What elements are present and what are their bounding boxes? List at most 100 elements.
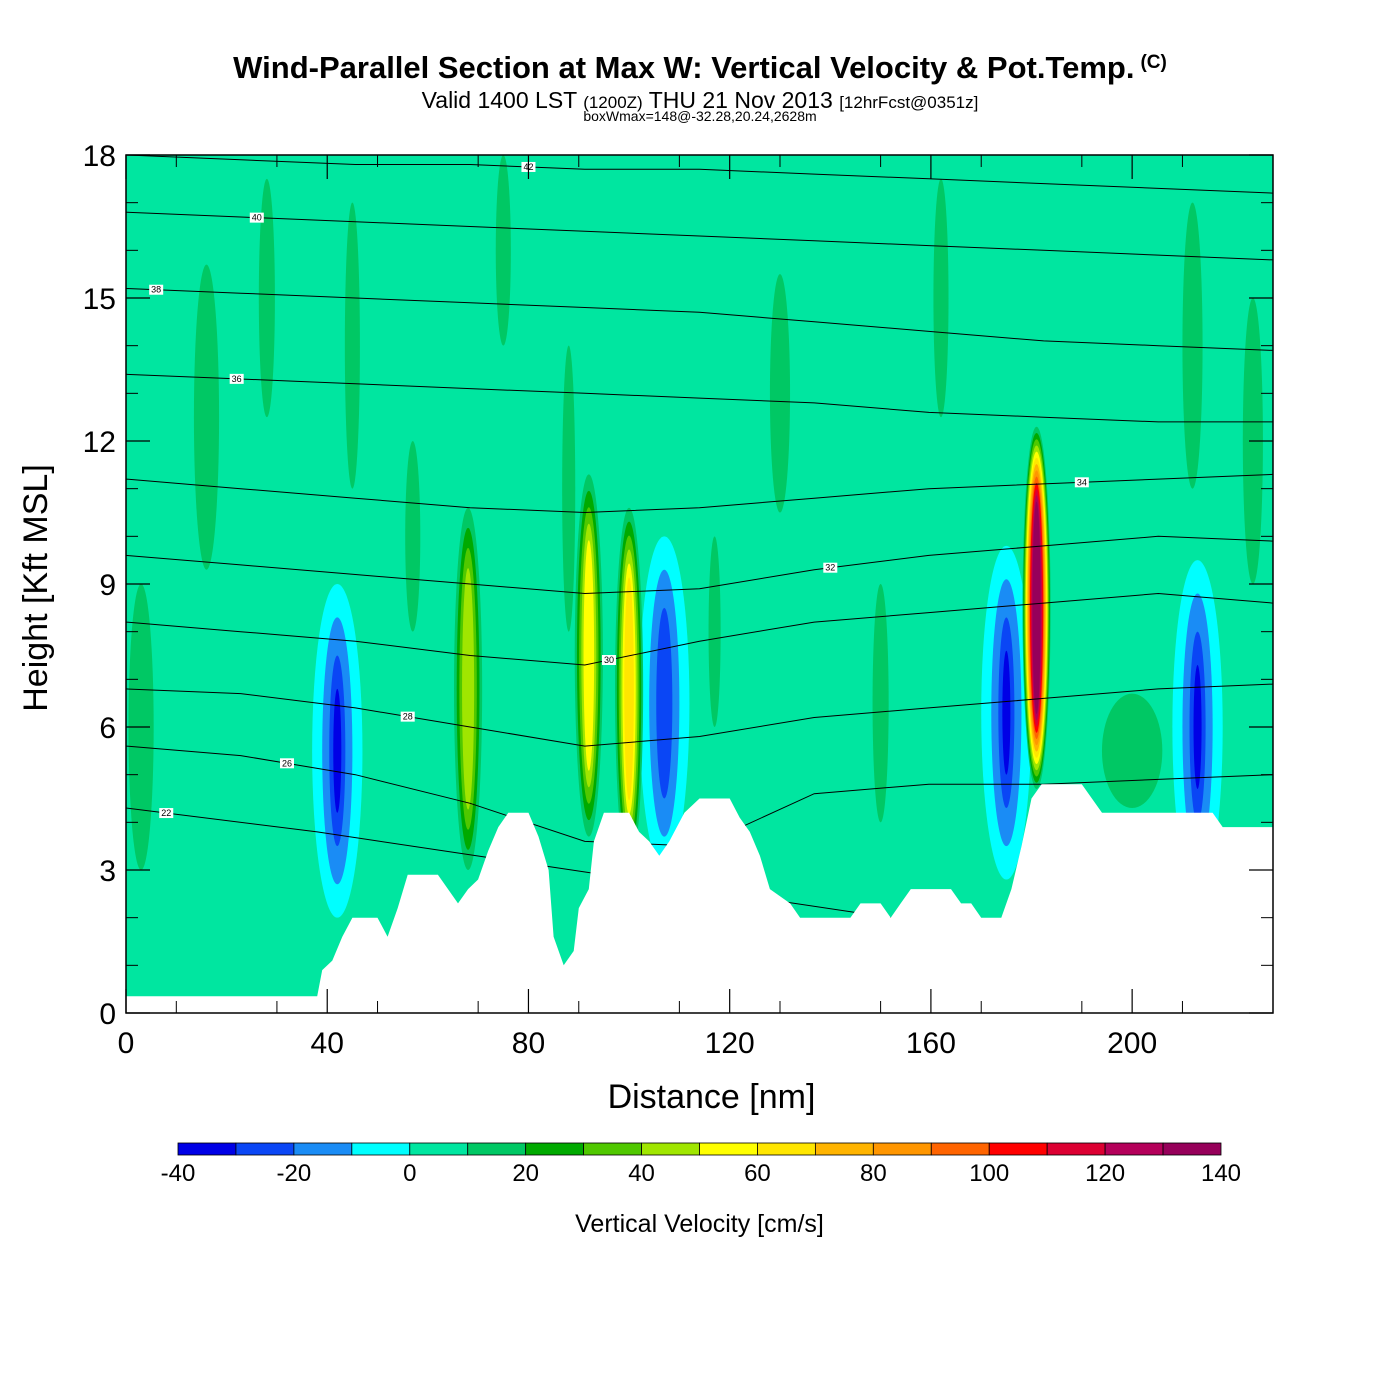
weak-updraft-band <box>1182 202 1203 489</box>
colorbar-swatch <box>177 1142 237 1156</box>
x-tick-label: 160 <box>906 1027 956 1060</box>
updraft-core <box>583 540 595 771</box>
copyright-mark: (C) <box>1140 52 1167 73</box>
forecast-info: [12hrFcst@0351z] <box>839 93 979 112</box>
contour-label: 36 <box>232 374 242 384</box>
colorbar-tick-label: -20 <box>277 1160 312 1187</box>
colorbar-swatch <box>872 1142 932 1156</box>
isentrope-line <box>126 683 1273 747</box>
valid-utc: (1200Z) <box>583 93 643 112</box>
x-tick-label: 200 <box>1107 1027 1157 1060</box>
weak-updraft-band <box>1101 693 1163 809</box>
updraft-core <box>1033 507 1040 708</box>
terrain-mask <box>126 784 1273 1013</box>
weak-updraft-band <box>933 178 949 418</box>
contour-label-bg <box>279 758 294 769</box>
colorbar-tick-label: 80 <box>860 1160 887 1187</box>
colorbar-swatch <box>467 1142 527 1156</box>
contour-label-bg <box>1074 477 1089 488</box>
colorbar-swatch <box>1162 1142 1222 1156</box>
colorbar-swatch <box>293 1142 353 1156</box>
colorbar-swatch <box>235 1142 295 1156</box>
colorbar-swatch <box>988 1142 1048 1156</box>
contour-label-bg <box>601 655 616 666</box>
contour-label-bg <box>159 808 174 819</box>
colorbar-tick-label: 20 <box>512 1160 539 1187</box>
colorbar-swatch <box>1046 1142 1106 1156</box>
isentrope-line <box>126 288 1273 351</box>
x-tick-label: 120 <box>705 1027 755 1060</box>
downdraft-core <box>1193 665 1202 789</box>
colorbar-tick-label: -40 <box>161 1160 196 1187</box>
x-tick-label: 0 <box>118 1027 135 1060</box>
contour-label-bg <box>823 562 838 573</box>
isentrope-line <box>126 535 1273 595</box>
weak-updraft-band <box>495 155 511 346</box>
colorbar-swatch <box>525 1142 585 1156</box>
downdraft-core <box>1002 650 1011 775</box>
isentrope-line <box>126 373 1273 423</box>
colorbar-swatch <box>930 1142 990 1156</box>
colorbar-swatch <box>699 1142 758 1156</box>
downdraft-core <box>333 688 342 813</box>
weak-updraft-band <box>562 345 576 632</box>
contour-label: 28 <box>403 712 413 722</box>
isentrope-line <box>126 211 1273 261</box>
isentrope-line <box>126 592 1273 666</box>
updraft-core <box>462 568 475 810</box>
weak-updraft-band <box>258 178 275 418</box>
weak-updraft-band <box>193 264 220 570</box>
downdraft-core <box>656 607 673 799</box>
contour-label: 38 <box>151 285 161 295</box>
y-tick-label: 0 <box>99 998 116 1031</box>
chart-title: Wind-Parallel Section at Max W: Vertical… <box>0 50 1400 86</box>
chart-subtitle: Valid 1400 LST (1200Z) THU 21 Nov 2013 [… <box>0 87 1400 114</box>
contour-label: 22 <box>161 808 171 818</box>
colorbar-tick-label: 40 <box>628 1160 655 1187</box>
y-tick-label: 3 <box>99 855 116 888</box>
weak-updraft-band <box>405 440 421 632</box>
contour-label: 26 <box>282 758 292 768</box>
contour-label-bg <box>249 212 264 223</box>
y-tick-label: 18 <box>83 140 116 173</box>
x-tick-label: 40 <box>311 1027 344 1060</box>
weak-updraft-band <box>708 536 721 728</box>
colorbar-label: Vertical Velocity [cm/s] <box>575 1210 824 1238</box>
y-tick-label: 15 <box>83 283 116 316</box>
y-tick-label: 12 <box>83 426 116 459</box>
y-tick-label: 9 <box>99 569 116 602</box>
contour-label: 32 <box>825 563 835 573</box>
colorbar-swatch <box>1104 1142 1164 1156</box>
title-text: Wind-Parallel Section at Max W: Vertical… <box>233 50 1135 85</box>
y-tick-label: 6 <box>99 712 116 745</box>
contour-label-bg <box>229 373 244 384</box>
contour-label-bg <box>400 711 415 722</box>
colorbar-tick-label: 120 <box>1085 1160 1125 1187</box>
box-info: boxWmax=148@-32.28,20.24,2628m <box>583 108 817 124</box>
colorbar-swatch <box>641 1142 700 1156</box>
colorbar-swatch <box>351 1142 411 1156</box>
x-axis-label: Distance [nm] <box>608 1078 816 1116</box>
colorbar-tick-label: 60 <box>744 1160 771 1187</box>
weak-updraft-band <box>769 274 791 513</box>
x-tick-label: 80 <box>512 1027 545 1060</box>
updraft-core <box>624 577 634 801</box>
colorbar-swatch <box>814 1142 874 1156</box>
contour-label: 34 <box>1077 477 1087 487</box>
colorbar-tick-label: 0 <box>403 1160 416 1187</box>
contour-label-bg <box>149 284 164 295</box>
valid-time: Valid 1400 LST <box>421 87 577 113</box>
colorbar-tick-label: 140 <box>1201 1160 1241 1187</box>
contour-label: 30 <box>604 655 614 665</box>
colorbar-swatch <box>409 1142 469 1156</box>
colorbar-tick-label: 100 <box>969 1160 1009 1187</box>
weak-updraft-band <box>344 202 360 489</box>
colorbar-swatch <box>757 1142 816 1156</box>
colorbar-swatch <box>583 1142 642 1156</box>
isentrope-line <box>126 155 1273 194</box>
valid-date: THU 21 Nov 2013 <box>648 87 833 113</box>
contour-label: 40 <box>252 213 262 223</box>
y-axis-label: Height [Kft MSL] <box>17 464 55 712</box>
